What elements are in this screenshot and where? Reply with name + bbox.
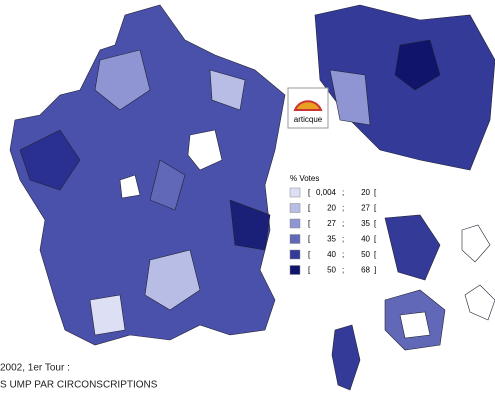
caption-line: 2002, 1er Tour : [0,363,70,374]
legend-bracket: [ [374,188,377,197]
logo-text: articque [294,115,323,124]
legend-high: 40 [361,235,370,244]
legend-low: 27 [327,219,336,228]
legend-high: 27 [361,204,370,213]
legend-sep: ; [342,266,344,275]
legend-sep: ; [342,188,344,197]
legend-swatch [289,234,301,244]
legend-sep: ; [342,204,344,213]
legend-bracket: [ [308,266,311,275]
legend-high: 50 [361,250,370,259]
legend-sep: ; [342,250,344,259]
legend-high: 20 [361,188,370,197]
legend: % Votes [0,004; 20 [ [20; 27 [ [27; 35 [ [35; 40 [ [… [289,174,377,275]
legend-sep: ; [342,219,344,228]
legend-bracket: [ [374,204,377,213]
legend-bracket: ] [374,266,376,275]
legend-bracket: [ [374,250,377,259]
legend-high: 35 [361,219,370,228]
legend-low: 40 [327,250,336,259]
legend-title: % Votes [290,174,319,183]
legend-bracket: [ [308,188,311,197]
legend-swatch [289,187,301,198]
france-map [9,4,495,391]
legend-swatch [289,265,301,275]
legend-bracket: [ [308,204,311,213]
caption-line: S UMP PAR CIRCONSCRIPTIONS [0,380,158,391]
legend-low: 35 [327,235,336,244]
legend-swatch [289,218,301,229]
legend-swatch [289,249,301,260]
legend-bracket: [ [308,250,311,259]
legend-swatch [289,203,301,213]
legend-bracket: [ [374,235,377,244]
legend-low: 0,004 [316,188,337,197]
legend-high: 68 [361,266,370,275]
legend-low: 20 [327,204,336,213]
legend-sep: ; [342,235,344,244]
legend-low: 50 [327,266,336,275]
logo-icon [293,100,323,111]
legend-bracket: [ [374,219,377,228]
legend-bracket: [ [308,235,311,244]
logo: articque [287,87,329,129]
legend-bracket: [ [308,219,311,228]
